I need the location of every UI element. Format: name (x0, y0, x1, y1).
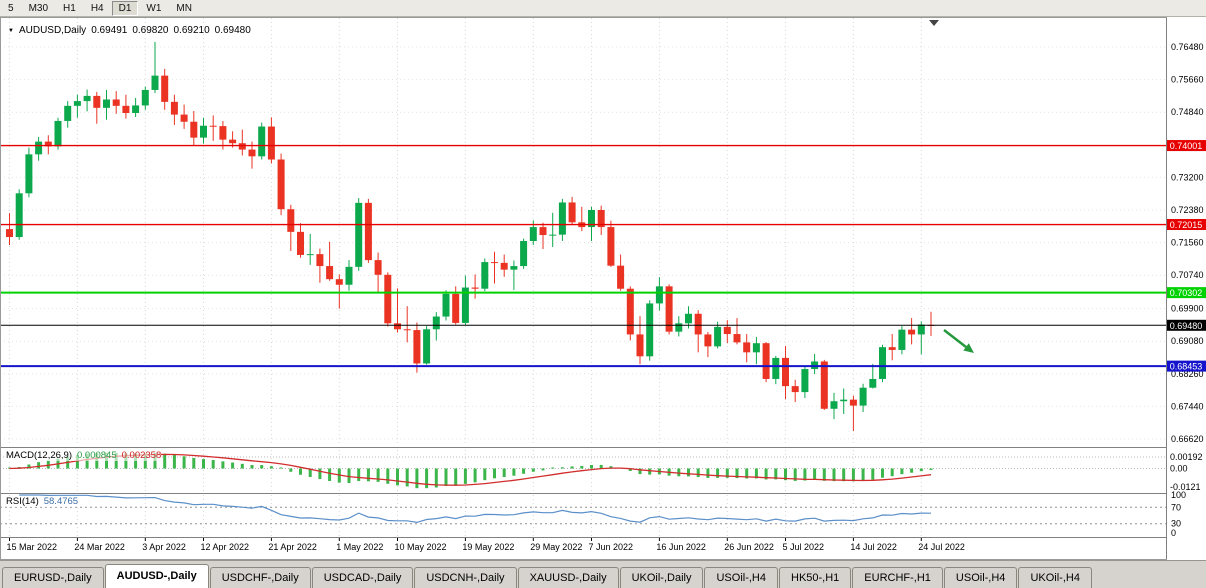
svg-text:0.68453: 0.68453 (1170, 362, 1203, 372)
svg-text:0.66620: 0.66620 (1171, 434, 1204, 444)
svg-text:0.72015: 0.72015 (1170, 220, 1203, 230)
chart-tab-bar: EURUSD-,Daily AUDUSD-,Daily USDCHF-,Daily U… (0, 560, 1206, 588)
tab-usdcad-daily[interactable]: USDCAD-,Daily (311, 567, 414, 588)
svg-text:14 Jul 2022: 14 Jul 2022 (850, 542, 897, 552)
svg-text:30: 30 (1171, 519, 1181, 529)
svg-text:0.69080: 0.69080 (1171, 336, 1204, 346)
svg-text:1 May 2022: 1 May 2022 (336, 542, 383, 552)
macd-signal-value: 0.002358 (121, 450, 162, 461)
svg-text:21 Apr 2022: 21 Apr 2022 (268, 542, 317, 552)
svg-text:0.70302: 0.70302 (1170, 288, 1203, 298)
macd-main-value: 0.000845 (77, 450, 117, 461)
period-button-5[interactable]: 5 (8, 2, 14, 14)
svg-text:0.69900: 0.69900 (1171, 304, 1204, 314)
tab-eurusd-daily[interactable]: EURUSD-,Daily (2, 567, 104, 588)
ohlc-high: 0.69820 (132, 25, 169, 36)
candles-layer (6, 41, 935, 432)
tab-audusd-daily[interactable]: AUDUSD-,Daily (104, 564, 209, 588)
rsi-label: RSI(14) 58.4765 (6, 496, 79, 507)
svg-text:0.00: 0.00 (1170, 464, 1188, 474)
svg-text:0.74001: 0.74001 (1170, 141, 1203, 151)
svg-text:15 Mar 2022: 15 Mar 2022 (7, 542, 58, 552)
rsi-panel-layer (0, 494, 1166, 525)
svg-text:0.76480: 0.76480 (1171, 42, 1204, 52)
tab-hk50-h1[interactable]: HK50-,H1 (779, 567, 852, 588)
tab-usdchf-daily[interactable]: USDCHF-,Daily (209, 567, 311, 588)
tab-usoil-h4[interactable]: USOil-,H4 (943, 567, 1018, 588)
tab-usoil-h4[interactable]: USOil-,H4 (704, 567, 778, 588)
chart-canvas[interactable]: 0.76480 0.75660 0.74840 0.73200 0.72380 0.715… (0, 17, 1206, 560)
svg-text:70: 70 (1171, 502, 1181, 512)
period-button-m30[interactable]: M30 (28, 2, 49, 14)
time-axis[interactable]: 15 Mar 2022 24 Mar 2022 3 Apr 2022 12 Apr 2… (7, 538, 965, 552)
svg-text:26 Jun 2022: 26 Jun 2022 (724, 542, 774, 552)
price-axis[interactable]: 0.76480 0.75660 0.74840 0.73200 0.72380 0.715… (1167, 17, 1206, 560)
chart-shift-marker-icon[interactable] (929, 20, 939, 26)
svg-text:0.67440: 0.67440 (1171, 401, 1204, 411)
svg-text:16 Jun 2022: 16 Jun 2022 (656, 542, 706, 552)
svg-text:0.68260: 0.68260 (1171, 369, 1204, 379)
period-button-h1[interactable]: H1 (63, 2, 76, 14)
ohlc-close: 0.69480 (214, 25, 251, 36)
svg-text:29 May 2022: 29 May 2022 (530, 542, 582, 552)
svg-text:3 Apr 2022: 3 Apr 2022 (142, 542, 186, 552)
svg-text:0.69480: 0.69480 (1170, 321, 1203, 331)
macd-title: MACD(12,26,9) (6, 450, 72, 461)
ohlc-open: 0.69491 (91, 25, 128, 36)
annotations-layer (929, 20, 974, 353)
period-buttons: 5 M30 H1 H4 D1 W1 MN (1, 0, 200, 16)
rsi-title: RSI(14) (6, 496, 39, 507)
svg-text:0.72380: 0.72380 (1171, 205, 1204, 215)
trend-arrow[interactable] (943, 329, 974, 353)
svg-text:-0.0121: -0.0121 (1170, 482, 1201, 492)
tab-xauusd-daily[interactable]: XAUUSD-,Daily (517, 567, 619, 588)
svg-text:0.74840: 0.74840 (1171, 107, 1204, 117)
panel-separators (0, 17, 1206, 560)
svg-text:24 Mar 2022: 24 Mar 2022 (74, 542, 125, 552)
tab-eurchf-h1[interactable]: EURCHF-,H1 (852, 567, 943, 588)
svg-text:100: 100 (1171, 490, 1186, 500)
period-button-d1[interactable]: D1 (111, 0, 139, 16)
symbol-marker-icon: ▼ (8, 27, 14, 34)
chart-window: 0.76480 0.75660 0.74840 0.73200 0.72380 0.715… (0, 17, 1206, 560)
svg-text:24 Jul 2022: 24 Jul 2022 (918, 542, 965, 552)
ohlc-low: 0.69210 (173, 25, 210, 36)
svg-text:0.73200: 0.73200 (1171, 172, 1204, 182)
symbol-name: AUDUSD,Daily (18, 25, 87, 36)
timeframe-toolbar: 5 M30 H1 H4 D1 W1 MN (0, 0, 1206, 17)
macd-label: MACD(12,26,9) 0.000845 0.002358 (6, 450, 162, 461)
tab-ukoil-daily[interactable]: UKOil-,Daily (619, 567, 704, 588)
svg-text:0: 0 (1171, 528, 1176, 538)
tab-ukoil-h4[interactable]: UKOil-,H4 (1018, 567, 1092, 588)
svg-text:0.75660: 0.75660 (1171, 75, 1204, 85)
hlines-layer (0, 144, 1166, 368)
svg-text:0.00192: 0.00192 (1170, 452, 1203, 462)
period-button-mn[interactable]: MN (176, 2, 192, 14)
tab-usdcnh-daily[interactable]: USDCNH-,Daily (414, 567, 517, 588)
svg-text:7 Jun 2022: 7 Jun 2022 (589, 542, 634, 552)
svg-text:10 May 2022: 10 May 2022 (395, 542, 447, 552)
svg-text:0.70740: 0.70740 (1171, 270, 1204, 280)
svg-text:12 Apr 2022: 12 Apr 2022 (201, 542, 250, 552)
macd-panel-layer (0, 452, 1166, 489)
period-button-h4[interactable]: H4 (90, 2, 104, 14)
svg-text:5 Jul 2022: 5 Jul 2022 (783, 542, 825, 552)
chart-title: ▼ AUDUSD,Daily 0.69491 0.69820 0.69210 0… (8, 25, 251, 36)
rsi-value: 58.4765 (43, 496, 79, 507)
period-button-w1[interactable]: W1 (146, 2, 162, 14)
svg-text:19 May 2022: 19 May 2022 (462, 542, 514, 552)
svg-text:0.71560: 0.71560 (1171, 238, 1204, 248)
